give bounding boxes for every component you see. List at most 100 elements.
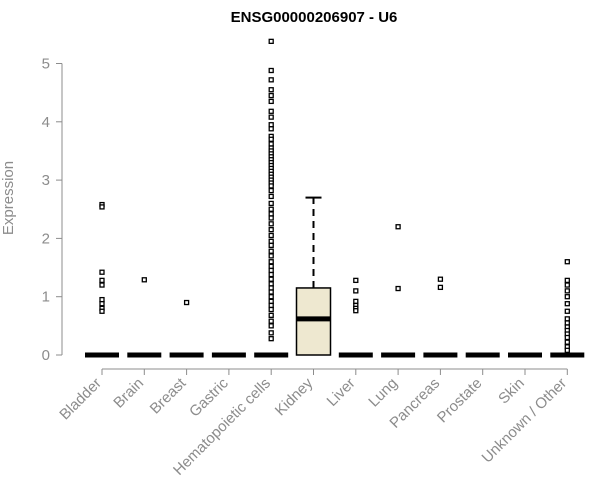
outlier-point — [268, 336, 274, 342]
outlier-point — [268, 294, 274, 300]
y-tick-label: 5 — [42, 56, 50, 73]
outlier-point — [268, 200, 274, 207]
x-tick-label: Bladder — [56, 375, 105, 424]
outlier-point — [395, 224, 401, 230]
outlier-point — [268, 267, 274, 274]
outlier-point — [353, 277, 359, 284]
outlier-point — [564, 294, 570, 300]
outlier-point — [268, 259, 274, 265]
outlier-point — [268, 122, 274, 128]
x-tick-label: Brain — [110, 375, 147, 412]
outlier-point — [99, 308, 105, 314]
outlier-point — [268, 253, 274, 259]
outlier-point — [268, 271, 274, 278]
outlier-point — [564, 277, 570, 284]
box-group — [550, 259, 585, 358]
outlier-point — [353, 288, 359, 294]
outlier-point — [268, 330, 274, 336]
outlier-point — [437, 276, 444, 282]
outlier-point — [268, 67, 274, 74]
y-tick-label: 2 — [42, 230, 50, 247]
outlier-point — [268, 141, 274, 147]
x-tick-label: Breast — [147, 374, 190, 417]
outlier-point — [268, 183, 274, 189]
outlier-point — [268, 221, 274, 227]
y-tick-label: 1 — [42, 289, 50, 306]
chart-title: ENSG00000206907 - U6 — [231, 9, 398, 26]
outlier-point — [268, 206, 274, 212]
outlier-point — [564, 347, 570, 353]
outlier-point — [564, 308, 570, 314]
y-tick-label: 3 — [42, 172, 50, 189]
outlier-point — [99, 204, 105, 210]
outlier-point — [268, 289, 274, 295]
x-tick-label: Skin — [495, 375, 528, 408]
outlier-point — [99, 277, 105, 284]
outlier-point — [564, 288, 570, 294]
y-axis-label: Expression — [0, 161, 17, 235]
outlier-point — [268, 187, 274, 194]
outlier-point — [268, 232, 274, 239]
outlier-point — [564, 334, 570, 341]
box-group — [338, 277, 373, 358]
outlier-point — [99, 296, 105, 303]
y-tick-label: 4 — [42, 114, 50, 131]
outlier-point — [353, 308, 359, 314]
x-tick-label: Prostate — [434, 375, 486, 427]
x-tick-label: Lung — [365, 375, 401, 411]
outlier-point — [564, 259, 570, 265]
y-axis: 0 1 2 3 4 5 — [42, 56, 63, 364]
outlier-point — [268, 108, 274, 114]
outlier-point — [268, 285, 274, 291]
outlier-point — [268, 87, 274, 93]
outlier-point — [437, 284, 444, 291]
outlier-point — [268, 318, 274, 324]
outlier-point — [268, 114, 274, 120]
outlier-point — [564, 339, 570, 345]
box-group — [381, 224, 416, 358]
outlier-point — [268, 281, 274, 287]
outlier-point — [564, 316, 570, 322]
outlier-point — [268, 323, 274, 329]
outlier-point — [564, 282, 570, 288]
outlier-point — [268, 312, 274, 319]
outlier-point — [268, 302, 274, 309]
outlier-point — [268, 298, 274, 305]
outlier-point — [183, 299, 190, 306]
outlier-point — [268, 263, 274, 270]
outlier-point — [268, 193, 274, 200]
outlier-point — [99, 301, 105, 307]
outlier-point — [99, 269, 105, 275]
box-group — [127, 277, 162, 358]
outlier-point — [268, 136, 274, 142]
outlier-point — [353, 298, 359, 305]
x-tick-label: Liver — [324, 375, 359, 410]
outlier-point — [268, 211, 274, 217]
outlier-point — [268, 98, 274, 105]
outlier-point — [268, 276, 274, 282]
outlier-point — [268, 38, 274, 44]
box-group — [254, 38, 289, 358]
box-group — [423, 276, 458, 358]
box — [295, 287, 332, 356]
outlier-point — [99, 282, 105, 288]
box-group — [85, 201, 119, 358]
box-group — [295, 196, 332, 356]
outlier-point — [268, 92, 274, 99]
outlier-point — [268, 248, 274, 254]
outlier-point — [268, 77, 274, 83]
outlier-point — [268, 126, 274, 132]
outlier-point — [268, 227, 274, 233]
box-group — [169, 299, 204, 358]
y-tick-label: 0 — [42, 347, 50, 364]
x-tick-label: Kidney — [272, 374, 317, 419]
outlier-point — [141, 277, 147, 283]
outlier-point — [268, 306, 274, 313]
outlier-point — [268, 215, 274, 221]
box-series — [85, 38, 585, 358]
outlier-point — [564, 301, 570, 307]
outlier-point — [268, 242, 274, 249]
